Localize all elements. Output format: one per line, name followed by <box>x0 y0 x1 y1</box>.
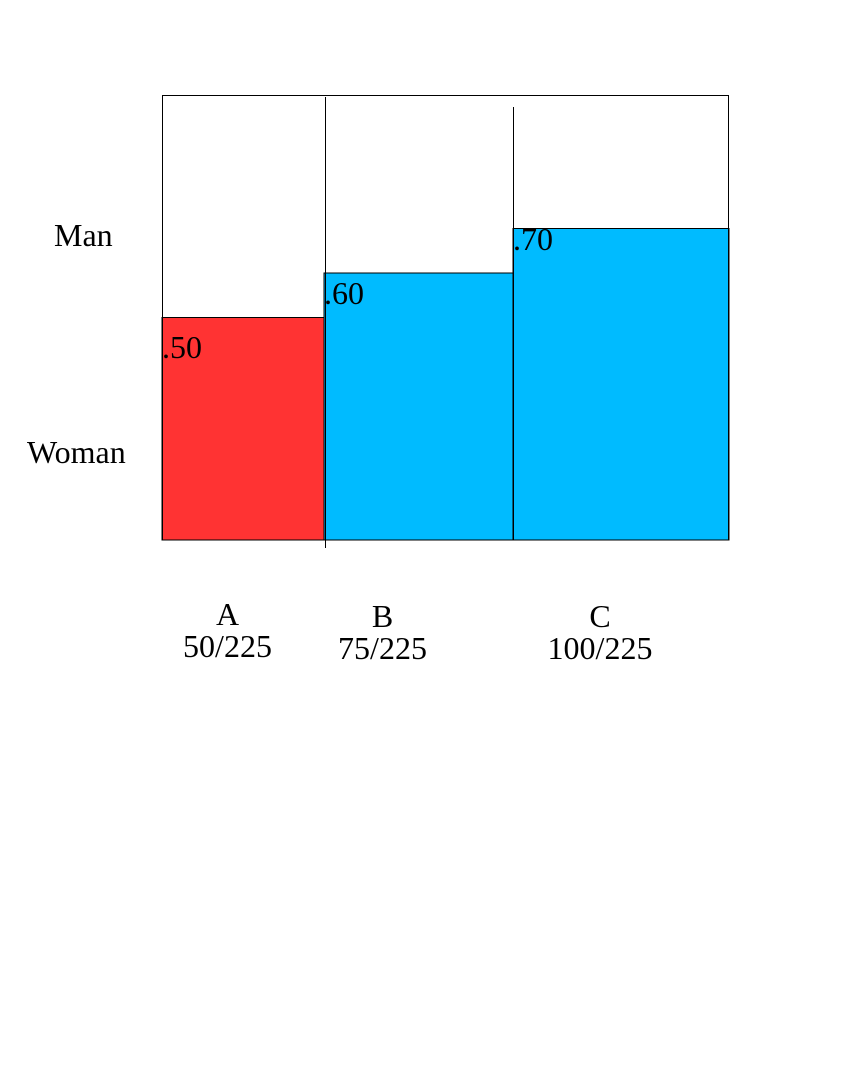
data-label-a: .50 <box>162 329 202 365</box>
category-share-b: 75/225 <box>338 630 427 666</box>
category-share-a: 50/225 <box>183 628 272 664</box>
row-label-woman: Woman <box>27 434 126 470</box>
data-label-c: .70 <box>513 221 553 257</box>
bar-woman-a <box>161 317 325 541</box>
row-label-man: Man <box>54 217 113 253</box>
category-label-c: C <box>589 598 611 634</box>
category-label-b: B <box>371 598 394 634</box>
category-label-a: A <box>215 596 240 632</box>
bar-woman-c <box>512 228 730 541</box>
data-label-b: .60 <box>324 275 364 311</box>
bar-woman-b <box>323 272 514 541</box>
category-share-c: 100/225 <box>547 630 653 666</box>
